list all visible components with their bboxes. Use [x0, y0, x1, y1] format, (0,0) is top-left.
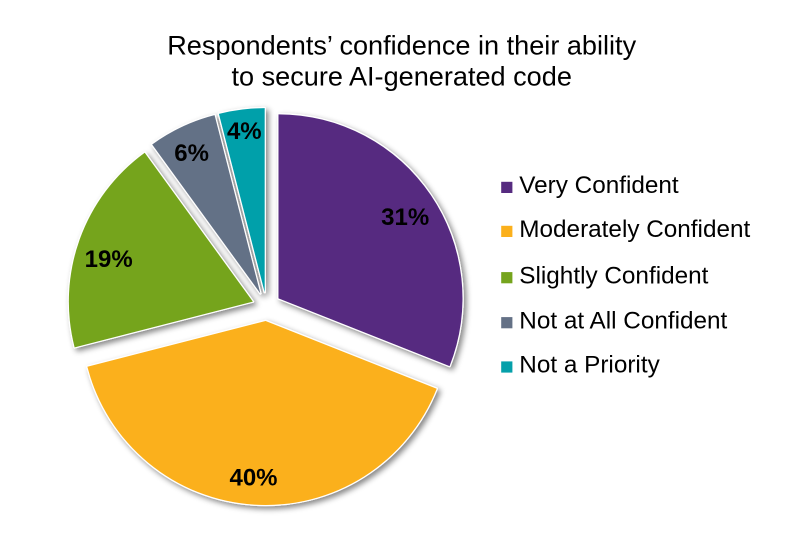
svg-text:Not a Priority: Not a Priority [519, 352, 660, 379]
svg-text:Respondents’ confidence in the: Respondents’ confidence in their ability [167, 30, 636, 61]
svg-text:6%: 6% [174, 140, 209, 167]
svg-text:40%: 40% [229, 464, 277, 491]
svg-text:to secure AI-generated code: to secure AI-generated code [231, 61, 571, 92]
svg-text:Not at All Confident: Not at All Confident [519, 307, 727, 334]
svg-text:31%: 31% [381, 204, 429, 231]
svg-text:Moderately Confident: Moderately Confident [519, 216, 750, 243]
svg-text:19%: 19% [85, 246, 133, 273]
svg-text:Very Confident: Very Confident [519, 172, 679, 199]
svg-text:Slightly Confident: Slightly Confident [519, 262, 708, 289]
svg-text:4%: 4% [227, 118, 262, 145]
